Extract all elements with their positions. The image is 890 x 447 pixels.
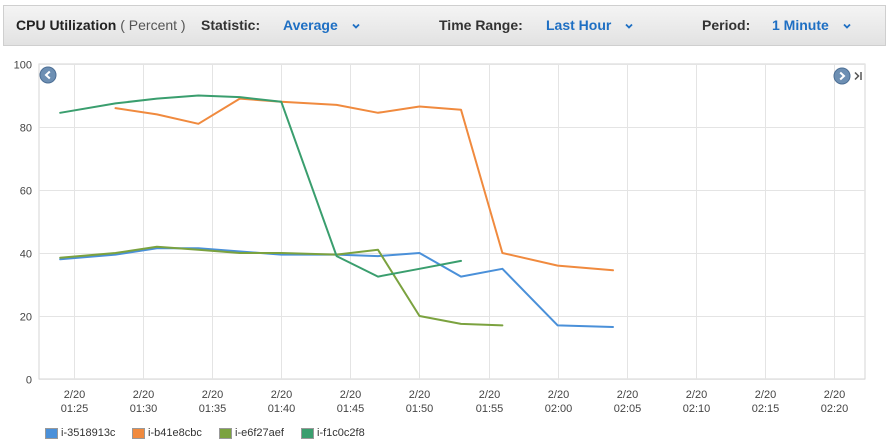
x-tick-time: 02:05 [614,403,642,415]
legend-label: i-b41e8cbc [148,427,202,440]
cpu-utilization-chart: 0 20 40 60 80 100 2/20 01:25 2/20 01:30 2/20 01:35… [14,60,866,415]
x-tick-date: 2/20 [271,389,292,401]
x-tick-date: 2/20 [133,389,154,401]
chevron-right-glyph [839,71,846,81]
period-label: Period: [702,17,751,33]
x-tick-date: 2/20 [202,389,223,401]
x-tick-date: 2/20 [617,389,638,401]
y-axis: 0 20 40 60 80 100 [14,60,32,387]
x-axis: 2/20 01:25 2/20 01:30 2/20 01:35 2/20 01:40 2/20… [61,389,849,415]
legend-label: i-3518913c [61,427,116,440]
plot-frame [38,63,866,380]
series-layer [59,94,614,328]
chevron-down-icon [625,22,633,30]
y-tick-label: 0 [26,375,32,387]
chevron-left-circle-icon [39,66,57,84]
x-tick-time: 01:25 [61,403,89,415]
time-range-value: Last Hour [546,17,612,33]
metric-title-group: CPU Utilization ( Percent ) [16,6,186,45]
x-tick-date: 2/20 [64,389,85,401]
grid-layer [38,63,866,380]
metric-toolbar: CPU Utilization ( Percent ) Statistic: A… [3,5,886,46]
statistic-label: Statistic: [201,17,261,33]
x-tick-time: 01:30 [130,403,158,415]
chevron-down-icon [843,22,851,30]
skip-to-end-icon [854,71,860,81]
x-tick-time: 02:10 [683,403,711,415]
x-tick-time: 01:45 [337,403,365,415]
y-tick-label: 20 [20,312,32,324]
y-tick-label: 40 [20,249,32,261]
series-line-i-e6f27aef [59,245,504,327]
chevron-down-icon [352,22,360,30]
series-line-i-f1c0c2f8 [59,94,462,278]
y-tick-label: 80 [20,123,32,135]
x-tick-date: 2/20 [548,389,569,401]
time-range-dropdown[interactable]: Last Hour [546,6,633,45]
legend-item[interactable]: i-3518913c [45,424,115,442]
skip-to-end-button[interactable] [854,71,862,81]
series-line-i-3518913c [59,247,614,328]
period-dropdown[interactable]: 1 Minute [772,6,851,45]
legend-swatch [132,427,145,439]
x-tick-time: 02:15 [752,403,780,415]
x-tick-date: 2/20 [340,389,361,401]
legend-swatch [219,427,232,439]
x-tick-date: 2/20 [479,389,500,401]
time-range-label: Time Range: [439,17,523,33]
chevron-right-circle-icon [833,67,851,85]
statistic-dropdown[interactable]: Average [283,6,360,45]
legend-item[interactable]: i-e6f27aef [219,424,284,442]
legend-swatch [301,427,314,439]
x-tick-time: 02:00 [545,403,573,415]
x-tick-time: 01:40 [268,403,296,415]
legend-item[interactable]: i-f1c0c2f8 [301,424,365,442]
x-tick-time: 01:55 [476,403,504,415]
legend-item[interactable]: i-b41e8cbc [132,424,202,442]
prev-period-button[interactable] [39,66,57,84]
x-tick-time: 01:35 [199,403,227,415]
x-tick-time: 01:50 [406,403,434,415]
legend-label: i-e6f27aef [235,427,284,440]
x-tick-date: 2/20 [686,389,707,401]
legend-label: i-f1c0c2f8 [317,427,365,440]
x-tick-date: 2/20 [824,389,845,401]
metric-title: CPU Utilization [16,17,117,33]
y-tick-label: 100 [14,60,32,72]
next-period-button[interactable] [833,67,851,85]
metric-unit: ( Percent ) [120,17,186,33]
x-tick-date: 2/20 [409,389,430,401]
legend-swatch [45,427,58,439]
y-tick-label: 60 [20,186,32,198]
x-tick-date: 2/20 [755,389,776,401]
chevron-left-glyph [44,70,51,80]
x-tick-time: 02:20 [821,403,849,415]
statistic-value: Average [283,17,338,33]
period-value: 1 Minute [772,17,829,33]
series-line-i-b41e8cbc [114,97,614,272]
